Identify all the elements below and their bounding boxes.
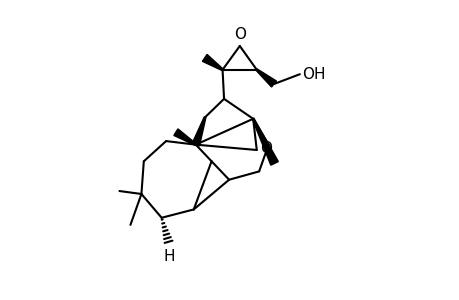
Polygon shape [256,69,276,87]
Text: O: O [233,27,245,42]
Text: OH: OH [302,67,325,82]
Polygon shape [192,117,206,146]
Polygon shape [202,54,223,70]
Polygon shape [174,129,196,146]
Text: O: O [260,141,272,156]
Polygon shape [252,118,278,165]
Text: H: H [163,249,174,264]
